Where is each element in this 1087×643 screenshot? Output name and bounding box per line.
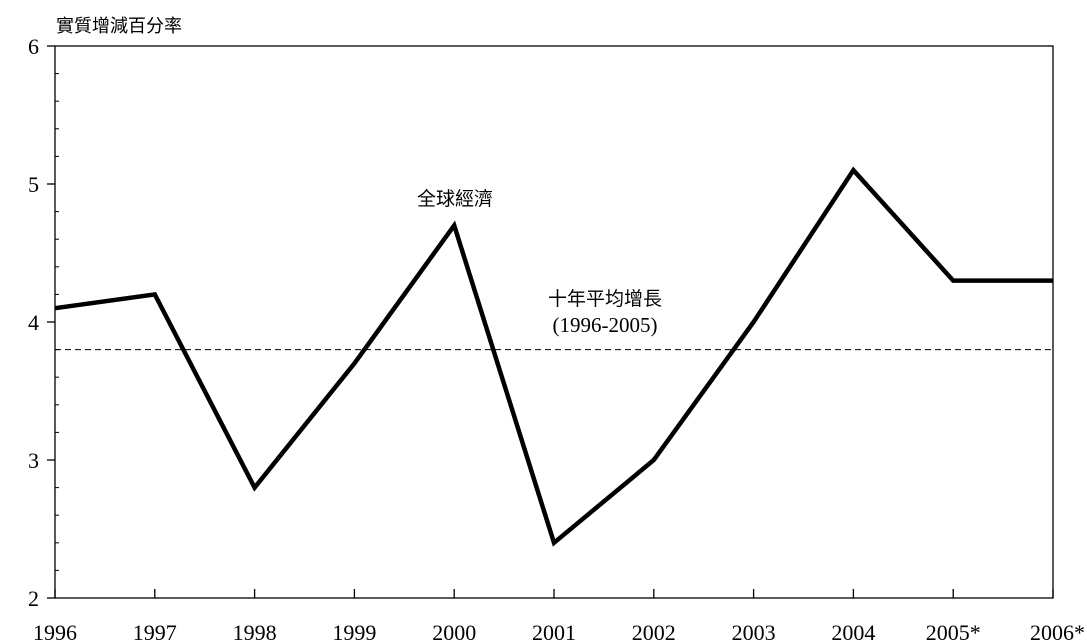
x-tick-label-2004: 2004 bbox=[831, 620, 875, 643]
average-label-line2: (1996-2005) bbox=[553, 313, 658, 337]
x-tick-label-2000: 2000 bbox=[432, 620, 476, 643]
y-tick-label-5: 5 bbox=[28, 172, 39, 197]
x-axis: 1996 1997 1998 1999 2000 2001 2002 2003 2004 2005… bbox=[33, 589, 1085, 643]
global-economy-annotation: 全球經濟 bbox=[417, 188, 493, 210]
x-tick-label-2003: 2003 bbox=[732, 620, 776, 643]
y-axis: 2 3 4 5 6 bbox=[28, 34, 55, 611]
y-tick-label-3: 3 bbox=[28, 448, 39, 473]
x-tick-label-1997: 1997 bbox=[133, 620, 177, 643]
series-line-0 bbox=[54, 166, 1053, 547]
y-tick-label-2: 2 bbox=[28, 586, 39, 611]
x-tick-label-2005*: 2005* bbox=[926, 620, 981, 643]
x-tick-label-1999: 1999 bbox=[332, 620, 376, 643]
y-tick-label-4: 4 bbox=[28, 310, 39, 335]
x-tick-label-2006*: 2006* bbox=[1030, 620, 1085, 643]
y-tick-label-6: 6 bbox=[28, 34, 39, 59]
x-tick-label-1996: 1996 bbox=[33, 620, 77, 643]
minor-ticks bbox=[55, 73, 59, 571]
average-label-line1: 十年平均增長 bbox=[548, 288, 662, 310]
series-group bbox=[54, 166, 1053, 547]
x-tick-label-2002: 2002 bbox=[632, 620, 676, 643]
y-axis-label: 實質增減百分率 bbox=[56, 16, 182, 37]
x-tick-label-1998: 1998 bbox=[233, 620, 277, 643]
x-tick-label-2001: 2001 bbox=[532, 620, 576, 643]
